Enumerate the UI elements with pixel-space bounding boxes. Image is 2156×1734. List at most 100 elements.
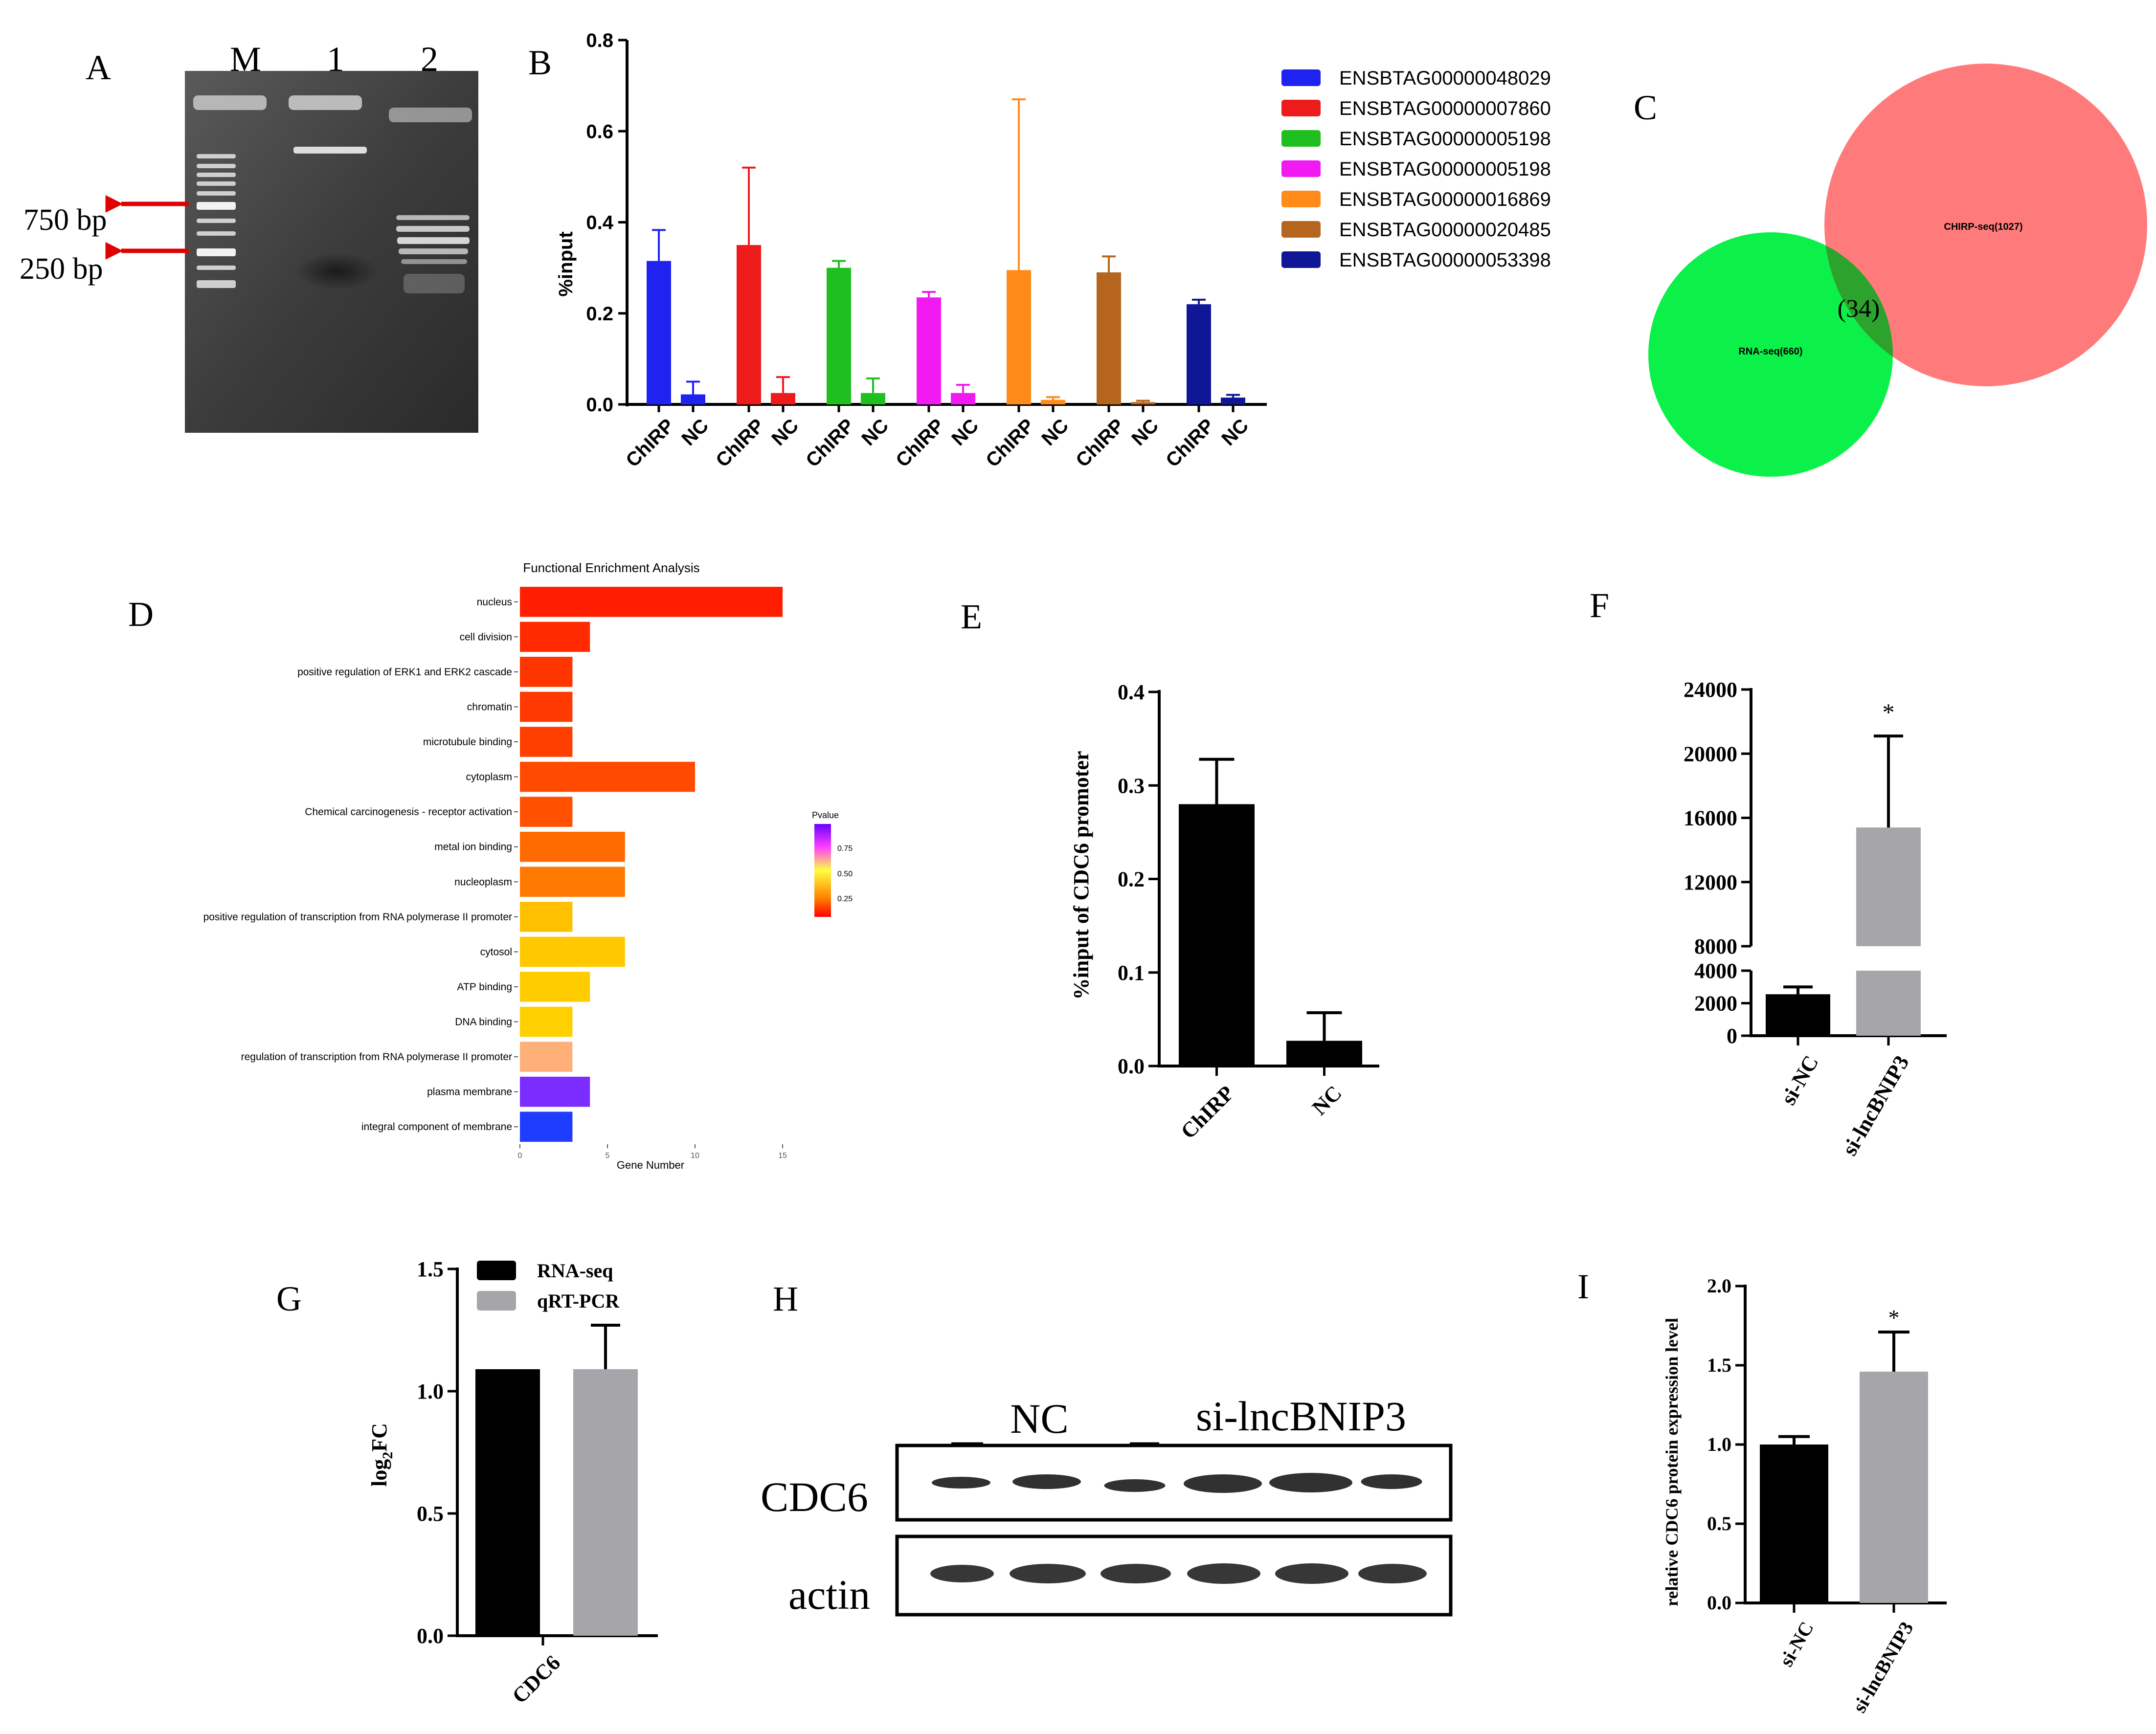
d-bar bbox=[520, 657, 573, 687]
i-ytick-label: 0.0 bbox=[1707, 1592, 1731, 1614]
d-category-label: plasma membrane bbox=[427, 1087, 512, 1098]
panel-a: A M 1 2 750 bp 250 bp bbox=[20, 40, 478, 433]
venn-label-rna-seq: RNA-seq(660) bbox=[1738, 346, 1802, 357]
g-xtick-label: CDC6 bbox=[508, 1650, 565, 1708]
d-category-label: cell division bbox=[460, 631, 512, 643]
b-bar bbox=[771, 393, 795, 404]
blot-bands bbox=[930, 1473, 1427, 1584]
ladder-band bbox=[197, 173, 236, 177]
panel-d-letter: D bbox=[128, 595, 154, 634]
blot-membrane-actin bbox=[895, 1534, 1453, 1617]
blot-band-cdc6 bbox=[1269, 1473, 1352, 1492]
panel-c: C RNA-seq(660) CHIRP-seq(1027) (34) bbox=[1634, 64, 2147, 477]
panel-c-letter: C bbox=[1634, 88, 1657, 127]
i-bar bbox=[1760, 1445, 1828, 1603]
blot-row-actin: actin bbox=[788, 1571, 870, 1618]
b-bar bbox=[827, 267, 851, 404]
panel-i: I relative CDC6 protein expression level… bbox=[1577, 1267, 1947, 1716]
b-legend-label: ENSBTAG00000016869 bbox=[1339, 189, 1551, 210]
panel-e-letter: E bbox=[961, 597, 982, 636]
d-bar bbox=[520, 972, 590, 1002]
b-bar bbox=[647, 261, 671, 404]
e-ytick-label: 0.1 bbox=[1118, 961, 1145, 985]
ladder-band bbox=[197, 154, 236, 158]
d-bar bbox=[520, 831, 625, 862]
b-bar bbox=[1187, 304, 1211, 404]
d-bar bbox=[520, 936, 625, 967]
g-ytick-label: 0.5 bbox=[417, 1502, 444, 1526]
i-ytick-label: 1.0 bbox=[1707, 1433, 1731, 1455]
venn-circle-chirp-seq bbox=[1824, 64, 2147, 386]
pvalue-legend-title: Pvalue bbox=[812, 810, 839, 820]
panel-d-chart: nucleus cell division positive regulation … bbox=[203, 584, 790, 1160]
gel-well-2 bbox=[389, 108, 472, 122]
venn-label-chirp-seq: CHIRP-seq(1027) bbox=[1944, 222, 2022, 232]
lane-label-1: 1 bbox=[327, 40, 344, 79]
b-legend-swatch bbox=[1281, 100, 1321, 116]
d-bar bbox=[520, 902, 573, 932]
gel-well-1 bbox=[289, 95, 362, 110]
b-bar bbox=[681, 394, 705, 404]
b-ytick-label: 0.4 bbox=[586, 212, 613, 234]
blot-band-actin bbox=[1358, 1564, 1427, 1583]
blot-band-cdc6 bbox=[1104, 1479, 1166, 1492]
b-xtick-label: NC bbox=[947, 415, 983, 450]
e-xtick-label: NC bbox=[1307, 1081, 1347, 1120]
e-bar bbox=[1286, 1041, 1362, 1066]
b-legend-swatch bbox=[1281, 191, 1321, 207]
i-xtick-label: si-NC bbox=[1775, 1618, 1818, 1670]
e-ytick-label: 0.4 bbox=[1118, 680, 1145, 704]
e-ytick-label: 0.2 bbox=[1118, 867, 1145, 891]
b-legend-label: ENSBTAG00000007860 bbox=[1339, 98, 1551, 119]
b-legend-label: ENSBTAG00000048029 bbox=[1339, 67, 1551, 89]
panel-b-chart: 0.00.20.40.60.8ChIRPNCChIRPNCChIRPNCChIR… bbox=[586, 30, 1267, 471]
d-category-label: cytoplasm bbox=[466, 772, 512, 783]
blot-group-nc: NC bbox=[1010, 1395, 1068, 1442]
f-ytick-label: 2000 bbox=[1694, 992, 1737, 1016]
f-ytick-label: 8000 bbox=[1694, 934, 1737, 958]
b-ytick-label: 0.2 bbox=[586, 303, 613, 325]
b-legend-label: ENSBTAG00000053398 bbox=[1339, 249, 1551, 271]
panel-g-chart: 0.0 0.5 1.0 1.5 RNA-seq qRT-PCR CDC6 bbox=[417, 1257, 658, 1708]
b-legend-swatch bbox=[1281, 221, 1321, 238]
ladder-band bbox=[197, 202, 236, 210]
gel-well-m bbox=[193, 95, 267, 110]
venn-overlap-label: (34) bbox=[1838, 295, 1880, 323]
b-legend-label: ENSBTAG00000020485 bbox=[1339, 219, 1551, 241]
pvalue-tick-025: 0.25 bbox=[837, 895, 853, 903]
b-bar bbox=[1131, 402, 1155, 404]
venn-circle-rna-seq bbox=[1648, 232, 1893, 477]
f-bar-lower bbox=[1856, 971, 1921, 1036]
b-legend-label: ENSBTAG00000005198 bbox=[1339, 128, 1551, 150]
lane-label-2: 2 bbox=[421, 40, 438, 79]
b-bar bbox=[737, 245, 761, 404]
e-ytick-label: 0.3 bbox=[1118, 774, 1145, 798]
panel-e: E %input of CDC6 promoter 0.00.10.20.30.… bbox=[961, 597, 1379, 1143]
b-xtick-label: NC bbox=[767, 415, 803, 450]
lane-label-m: M bbox=[230, 40, 261, 79]
d-bar bbox=[520, 797, 573, 827]
panel-f-chart: 8000 12000 16000 20000 24000 0 2000 4000 si-NC * s… bbox=[1684, 678, 1947, 1160]
ladder-band bbox=[197, 248, 236, 256]
ladder-band bbox=[197, 266, 236, 270]
panel-b-letter: B bbox=[528, 43, 552, 82]
b-xtick-label: NC bbox=[1037, 415, 1073, 450]
d-category-label: chromatin bbox=[467, 701, 512, 712]
panel-f-letter: F bbox=[1590, 586, 1609, 625]
pvalue-tick-050: 0.50 bbox=[837, 870, 853, 878]
ladder-band bbox=[197, 231, 236, 236]
b-xtick-label: ChIRP bbox=[802, 415, 858, 471]
d-category-label: positive regulation of ERK1 and ERK2 cas… bbox=[297, 667, 512, 678]
b-legend-swatch bbox=[1281, 69, 1321, 86]
marker-ladder bbox=[197, 154, 236, 288]
f-ytick-label: 20000 bbox=[1684, 742, 1737, 766]
panel-i-letter: I bbox=[1577, 1267, 1589, 1306]
d-category-label: metal ion binding bbox=[434, 842, 512, 853]
ladder-band bbox=[197, 181, 236, 186]
panel-g: G log2FC 0.0 0.5 1.0 1.5 RNA-seq qRT-PCR CDC6 bbox=[276, 1257, 658, 1708]
panel-f: F 8000 12000 16000 20000 24000 0 2000 4000 si-NC… bbox=[1590, 586, 1947, 1160]
blot-band-cdc6 bbox=[1012, 1474, 1081, 1489]
b-bar bbox=[1041, 400, 1065, 404]
b-bar bbox=[1221, 398, 1245, 404]
